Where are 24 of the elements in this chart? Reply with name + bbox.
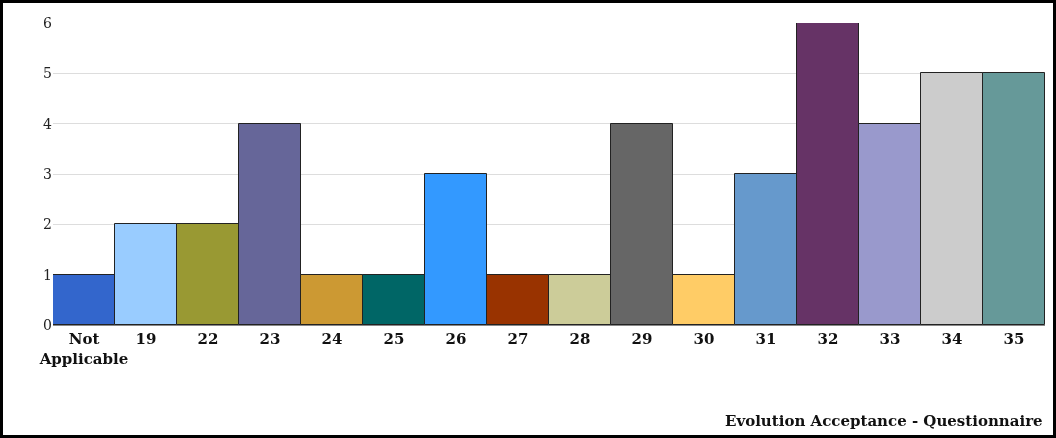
y-tick-label: 6: [43, 14, 53, 31]
x-tick-label: 24: [321, 330, 343, 348]
x-tick-label: 33: [879, 330, 901, 348]
y-tick-label: 3: [43, 165, 52, 182]
x-tick-label: 19: [135, 330, 157, 348]
x-tick-label: 27: [507, 330, 529, 348]
x-tick-label: Not Applicable: [38, 330, 129, 368]
y-tick-label: 1: [43, 266, 52, 283]
x-tick-label: 22: [197, 330, 219, 348]
x-tick-label: 30: [693, 330, 715, 348]
y-tick-label: 5: [43, 65, 52, 82]
x-tick-label: 34: [941, 330, 963, 348]
x-tick-label: 29: [631, 330, 653, 348]
x-tick-label: 26: [445, 330, 467, 348]
x-tick-label: 23: [259, 330, 281, 348]
x-tick-label: 28: [569, 330, 591, 348]
x-tick-label: 25: [383, 330, 405, 348]
y-tick-label: 4: [43, 115, 53, 132]
x-axis-title: Evolution Acceptance - Questionnaire: [725, 412, 1043, 430]
y-tick-label: 0: [43, 316, 52, 333]
x-tick-label: 35: [1003, 330, 1025, 348]
x-tick-label: 32: [817, 330, 839, 348]
x-tick-label: 31: [755, 330, 777, 348]
y-tick-label: 2: [43, 216, 52, 233]
